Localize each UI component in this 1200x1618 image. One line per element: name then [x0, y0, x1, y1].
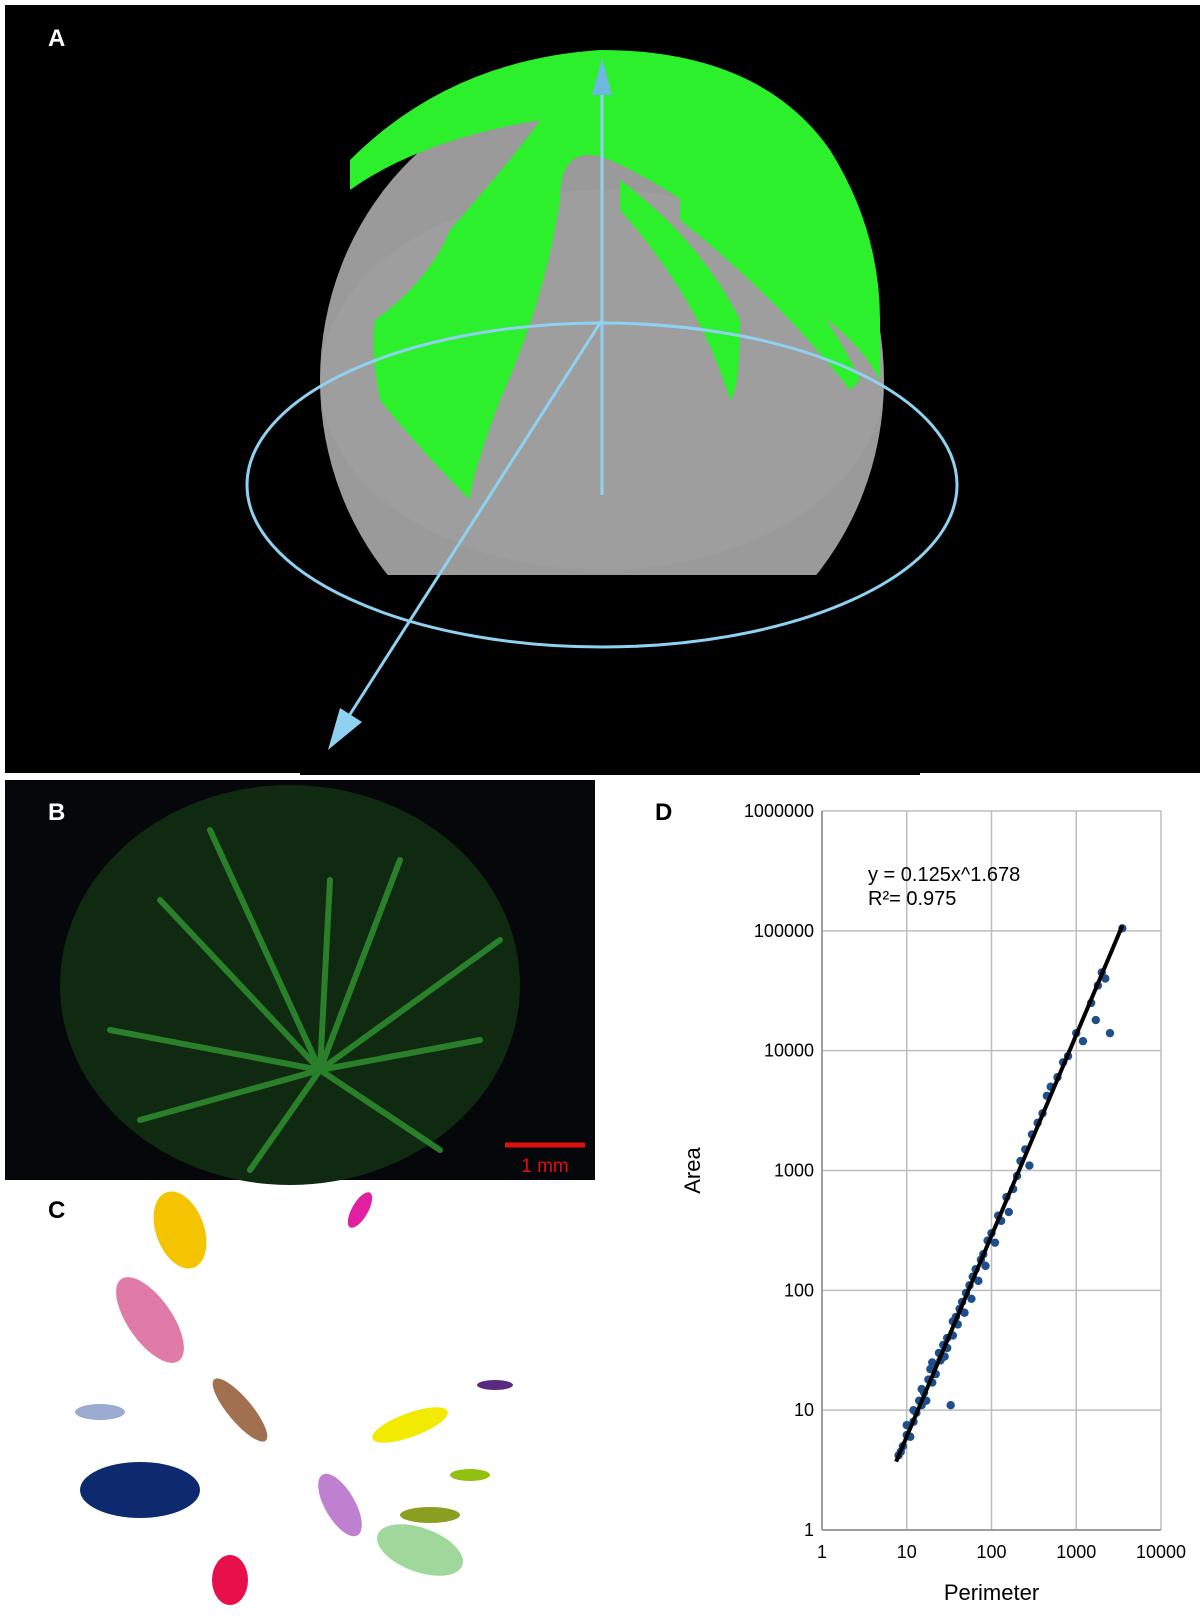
point — [1092, 1016, 1100, 1024]
point — [1079, 1037, 1087, 1045]
panel-label: C — [48, 1197, 65, 1224]
point — [1005, 1208, 1013, 1216]
annotation: R²= 0.975 — [868, 888, 956, 910]
y-axis-label: Area — [680, 1147, 705, 1194]
y-tick-label: 10 — [794, 1400, 814, 1420]
point — [967, 1295, 975, 1303]
trendline — [896, 926, 1122, 1462]
scatter-plot: 1 10 100 1000 10000 1 10 100 1000 10000 100000 1000… — [680, 801, 1186, 1605]
panel-label: B — [48, 799, 65, 826]
sample-disc — [60, 785, 520, 1185]
dome-cut — [300, 575, 920, 775]
point — [1106, 1029, 1114, 1037]
point — [946, 1401, 954, 1409]
annotation: y = 0.125x^1.678 — [868, 864, 1020, 886]
y-tick-label: 1000 — [774, 1161, 814, 1181]
x-tick-label: 100 — [976, 1542, 1006, 1562]
x-axis-label: Perimeter — [944, 1580, 1039, 1605]
x-tick-label: 1 — [817, 1542, 827, 1562]
panel-label: A — [48, 25, 65, 52]
segmented-regions — [75, 1184, 513, 1605]
point — [991, 1238, 999, 1246]
y-tick-label: 1 — [804, 1520, 814, 1540]
y-tick-label: 100000 — [754, 921, 814, 941]
y-tick-label: 1000000 — [744, 801, 814, 821]
y-tick-label: 10000 — [764, 1041, 814, 1061]
figure: A 1 mm B C D 1 10 100 1000 10000 1 10 100 1000 10… — [0, 0, 1200, 1613]
point — [1025, 1161, 1033, 1169]
x-tick-label: 1000 — [1056, 1542, 1096, 1562]
scale-bar-label: 1 mm — [521, 1156, 569, 1177]
x-tick-label: 10000 — [1136, 1542, 1186, 1562]
y-tick-label: 100 — [784, 1280, 814, 1300]
panel-label: D — [655, 799, 672, 826]
point — [981, 1262, 989, 1270]
x-tick-label: 10 — [897, 1542, 917, 1562]
